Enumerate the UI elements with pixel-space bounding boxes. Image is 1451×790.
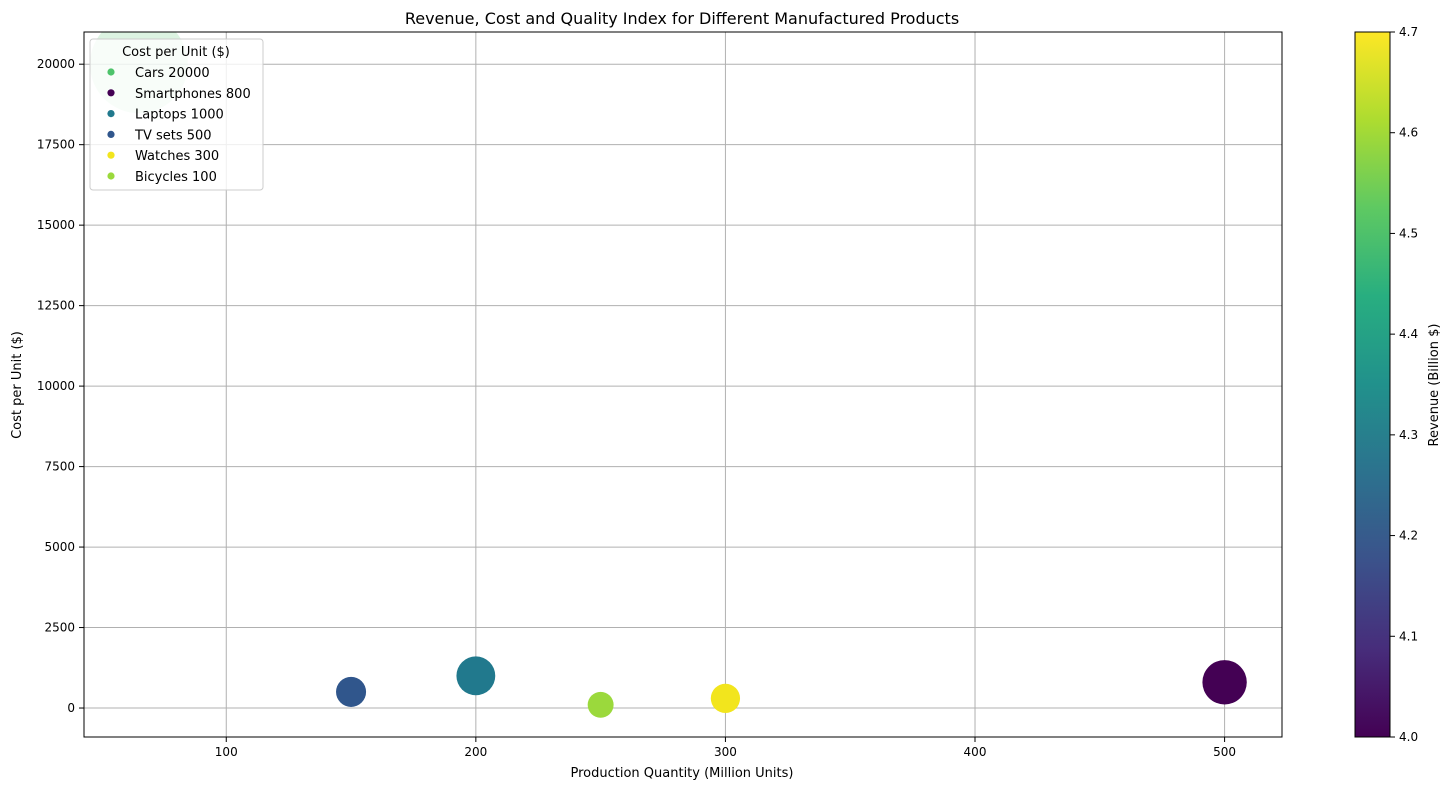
legend-marker — [107, 151, 115, 159]
colorbar: 4.0 4.1 4.2 4.3 4.4 4.5 4.6 4.7 Revenue (Billio… — [1354, 25, 1442, 744]
legend-item: Watches 300 — [135, 149, 219, 164]
x-axis-ticks: 100 200 300 400 500 — [215, 737, 1236, 759]
y-tick-label: 15000 — [37, 218, 75, 232]
x-axis-label: Production Quantity (Million Units) — [571, 766, 794, 781]
legend-items: Cars 20000 Smartphones 800 Laptops 1000 TV … — [107, 66, 251, 185]
plot-frame — [83, 31, 1283, 738]
legend-item: Cars 20000 — [135, 66, 210, 81]
legend-item: Laptops 1000 — [135, 108, 224, 123]
colorbar-tick-label: 4.7 — [1399, 25, 1418, 39]
y-tick-label: 17500 — [37, 138, 75, 152]
y-tick-label: 0 — [67, 701, 75, 715]
point-laptops — [456, 656, 496, 696]
legend-marker — [107, 68, 115, 76]
y-tick-label: 12500 — [37, 299, 75, 313]
legend-marker — [107, 130, 115, 138]
y-axis-label: Cost per Unit ($) — [10, 331, 25, 439]
y-axis-ticks: 0 2500 5000 7500 10000 12500 15000 17500 20000 — [37, 57, 84, 715]
colorbar-tick-label: 4.4 — [1399, 327, 1418, 341]
grid-lines — [84, 32, 1282, 737]
y-tick-label: 7500 — [44, 460, 75, 474]
point-bicycles — [587, 691, 614, 718]
x-tick-label: 400 — [964, 745, 987, 759]
colorbar-tick-label: 4.5 — [1399, 226, 1418, 240]
legend-item: Smartphones 800 — [135, 87, 251, 102]
x-tick-label: 100 — [215, 745, 238, 759]
colorbar-tick-label: 4.3 — [1399, 428, 1418, 442]
colorbar-gradient — [1354, 31, 1391, 738]
legend-marker — [107, 172, 115, 180]
point-smartphones — [1202, 660, 1247, 705]
colorbar-tick-label: 4.1 — [1399, 629, 1418, 643]
point-tv-sets — [336, 676, 367, 707]
colorbar-tick-label: 4.0 — [1399, 730, 1418, 744]
y-tick-label: 2500 — [44, 621, 75, 635]
legend-title: Cost per Unit ($) — [122, 45, 230, 60]
y-tick-label: 20000 — [37, 57, 75, 71]
y-tick-label: 10000 — [37, 379, 75, 393]
x-tick-label: 200 — [464, 745, 487, 759]
legend-marker — [107, 110, 115, 118]
legend-item: TV sets 500 — [134, 128, 212, 143]
colorbar-label: Revenue (Billion $) — [1427, 324, 1442, 447]
colorbar-tick-label: 4.2 — [1399, 529, 1418, 543]
point-watches — [710, 683, 741, 713]
colorbar-tick-label: 4.6 — [1399, 126, 1418, 140]
legend-item: Bicycles 100 — [135, 170, 217, 185]
x-tick-label: 500 — [1213, 745, 1236, 759]
legend: Cost per Unit ($) Cars 20000 Smartphones … — [89, 38, 264, 191]
chart-title: Revenue, Cost and Quality Index for Diff… — [405, 9, 959, 28]
x-tick-label: 300 — [714, 745, 737, 759]
legend-box — [89, 38, 264, 191]
colorbar-ticks: 4.0 4.1 4.2 4.3 4.4 4.5 4.6 4.7 — [1390, 25, 1418, 744]
y-tick-label: 5000 — [44, 540, 75, 554]
legend-marker — [107, 89, 115, 97]
